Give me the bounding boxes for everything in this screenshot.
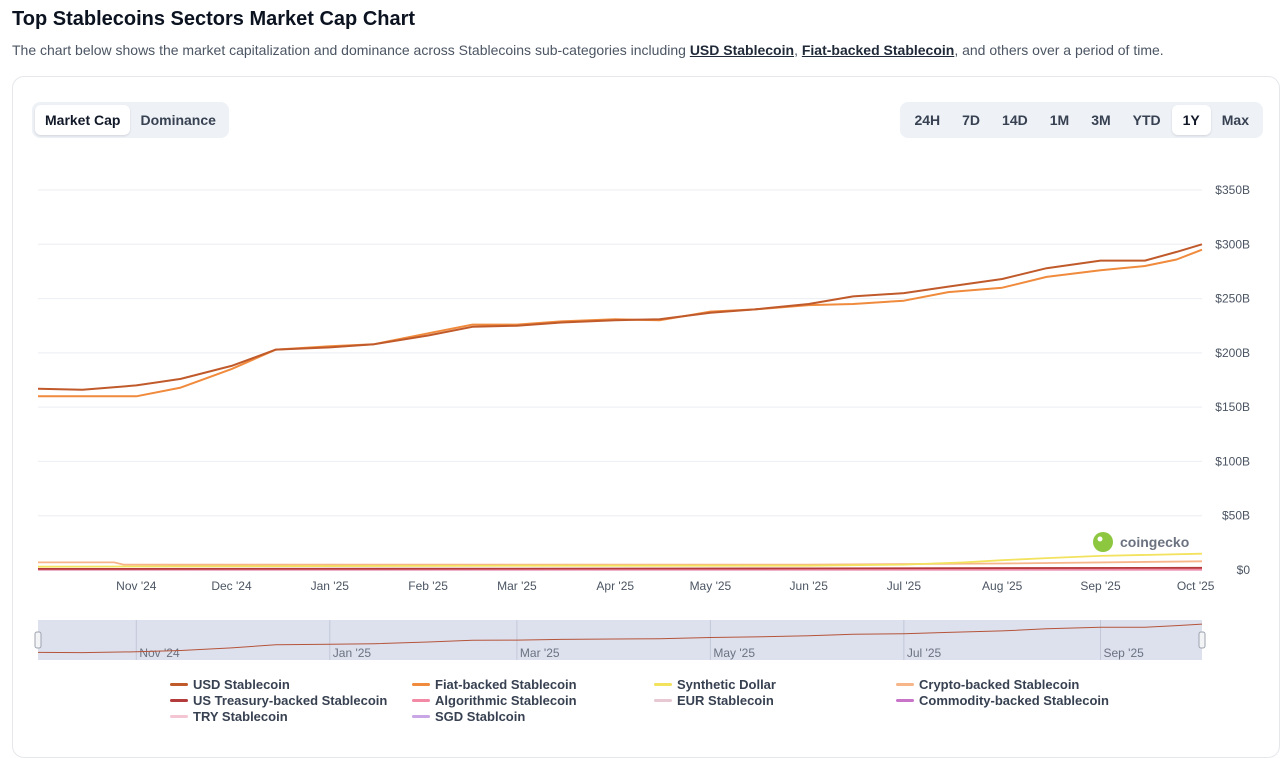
chart-legend: USD Stablecoin Fiat-backed Stablecoin Synt… (170, 676, 1170, 724)
legend-label: Commodity-backed Stablecoin (919, 693, 1109, 708)
legend-swatch (170, 715, 188, 718)
legend-item-crypto-backed-stablecoin[interactable]: Crypto-backed Stablecoin (896, 676, 1156, 692)
market-cap-chart[interactable]: $0 $50B $100B $150B $200B $250B $300B $350B Nov … (0, 0, 1280, 734)
legend-swatch (170, 699, 188, 702)
coingecko-watermark: coingecko (1093, 532, 1189, 552)
legend-swatch (654, 683, 672, 686)
navigator-tick-label: Mar '25 (520, 646, 560, 660)
series-line-usd-stablecoin[interactable] (38, 244, 1202, 389)
navigator-tick-label: Nov '24 (139, 646, 180, 660)
navigator-tick-label: May '25 (713, 646, 755, 660)
x-tick-label: Jun '25 (790, 579, 829, 593)
legend-item-commodity-backed-stablecoin[interactable]: Commodity-backed Stablecoin (896, 692, 1156, 708)
legend-label: Synthetic Dollar (677, 677, 776, 692)
x-tick-label: Oct '25 (1177, 579, 1215, 593)
y-tick-label: $350B (1215, 183, 1250, 197)
legend-swatch (412, 683, 430, 686)
legend-swatch (412, 699, 430, 702)
navigator-tick-label: Jul '25 (907, 646, 942, 660)
x-tick-label: Mar '25 (497, 579, 537, 593)
y-tick-label: $150B (1215, 400, 1250, 414)
legend-swatch (896, 699, 914, 702)
x-tick-label: Jul '25 (887, 579, 922, 593)
x-tick-label: Aug '25 (982, 579, 1023, 593)
legend-label: US Treasury-backed Stablecoin (193, 693, 387, 708)
y-tick-label: $0 (1237, 563, 1251, 577)
navigator-left-handle[interactable] (35, 632, 41, 648)
y-tick-label: $200B (1215, 346, 1250, 360)
y-tick-label: $300B (1215, 237, 1250, 251)
legend-item-synthetic-dollar[interactable]: Synthetic Dollar (654, 676, 896, 692)
legend-item-try-stablecoin[interactable]: TRY Stablecoin (170, 708, 412, 724)
legend-item-eur-stablecoin[interactable]: EUR Stablecoin (654, 692, 896, 708)
x-tick-label: Feb '25 (408, 579, 448, 593)
x-tick-label: Jan '25 (311, 579, 350, 593)
legend-label: Crypto-backed Stablecoin (919, 677, 1079, 692)
legend-item-fiat-backed-stablecoin[interactable]: Fiat-backed Stablecoin (412, 676, 654, 692)
legend-swatch (896, 683, 914, 686)
legend-label: TRY Stablecoin (193, 709, 288, 724)
y-tick-label: $100B (1215, 454, 1250, 468)
coingecko-logo-icon (1093, 532, 1113, 552)
legend-swatch (412, 715, 430, 718)
x-tick-label: Sep '25 (1080, 579, 1121, 593)
legend-label: EUR Stablecoin (677, 693, 774, 708)
navigator-tick-label: Jan '25 (333, 646, 372, 660)
series-line-fiat-backed-stablecoin[interactable] (38, 250, 1202, 397)
legend-item-us-treasury-backed-stablecoin[interactable]: US Treasury-backed Stablecoin (170, 692, 412, 708)
legend-label: Algorithmic Stablecoin (435, 693, 577, 708)
legend-swatch (170, 683, 188, 686)
legend-swatch (654, 699, 672, 702)
series-line-crypto-backed-stablecoin[interactable] (38, 561, 1202, 564)
watermark-text: coingecko (1120, 534, 1189, 550)
x-tick-label: May '25 (690, 579, 732, 593)
y-tick-label: $50B (1222, 509, 1250, 523)
x-tick-label: Apr '25 (596, 579, 634, 593)
legend-item-sgd-stablcoin[interactable]: SGD Stablcoin (412, 708, 654, 724)
coingecko-eye-icon (1098, 537, 1103, 542)
navigator-right-handle[interactable] (1199, 632, 1205, 648)
series-line-us-treasury-backed-stablecoin[interactable] (38, 568, 1202, 569)
navigator-tick-label: Sep '25 (1104, 646, 1145, 660)
legend-label: SGD Stablcoin (435, 709, 525, 724)
legend-label: Fiat-backed Stablecoin (435, 677, 577, 692)
legend-item-algorithmic-stablecoin[interactable]: Algorithmic Stablecoin (412, 692, 654, 708)
navigator-selection[interactable] (38, 620, 1202, 660)
legend-label: USD Stablecoin (193, 677, 290, 692)
x-tick-label: Nov '24 (116, 579, 157, 593)
y-tick-label: $250B (1215, 292, 1250, 306)
legend-item-usd-stablecoin[interactable]: USD Stablecoin (170, 676, 412, 692)
x-tick-label: Dec '24 (211, 579, 252, 593)
